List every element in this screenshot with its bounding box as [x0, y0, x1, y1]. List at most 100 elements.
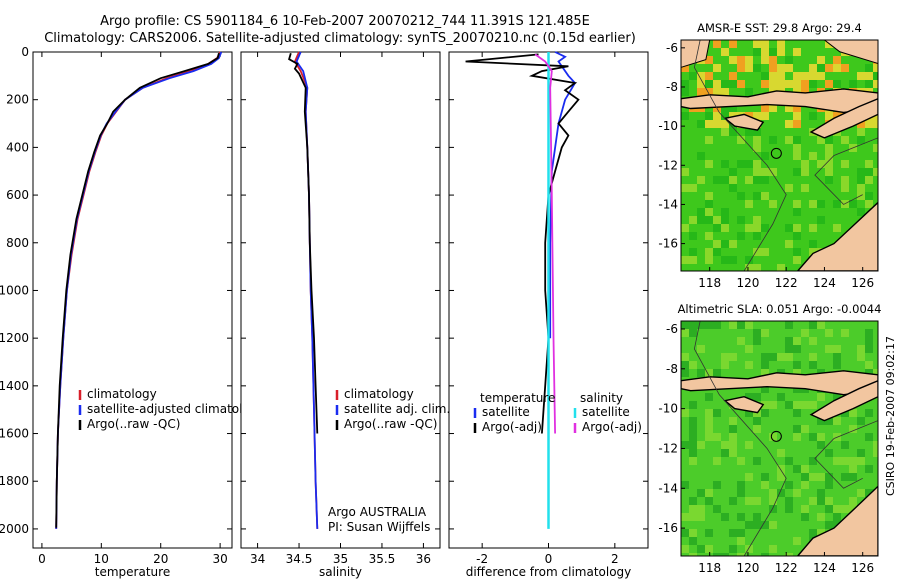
map-cell	[865, 72, 873, 80]
map-cell	[705, 545, 713, 553]
map-cell	[713, 248, 721, 256]
map-cell	[865, 345, 873, 353]
map-cell	[705, 425, 713, 433]
map-cell	[729, 176, 737, 184]
x-tick-label: 20	[153, 552, 168, 566]
map-cell	[825, 152, 833, 160]
map-cell	[825, 417, 833, 425]
map-cell	[769, 104, 777, 112]
map-cell	[729, 80, 737, 88]
map-cell	[681, 441, 689, 449]
map-cell	[689, 425, 697, 433]
map-x-tick-label: 118	[698, 276, 721, 290]
map-cell	[737, 537, 745, 545]
map-y-tick-label: -8	[666, 362, 678, 376]
legend-label: Argo(..raw -QC)	[87, 417, 180, 431]
map-cell	[697, 80, 705, 88]
map-cell	[713, 505, 721, 513]
map-cell	[857, 208, 865, 216]
map-cell	[841, 505, 849, 513]
map-cell	[857, 345, 865, 353]
map-cell	[777, 489, 785, 497]
map-cell	[689, 232, 697, 240]
map-cell	[865, 80, 873, 88]
map-cell	[857, 192, 865, 200]
map-cell	[785, 120, 793, 128]
map-cell	[713, 80, 721, 88]
map-y-tick-label: -12	[658, 158, 678, 172]
map-cell	[705, 256, 713, 264]
x-axis-label: difference from climatology	[466, 565, 632, 579]
land-mass	[681, 370, 878, 396]
map-cell	[705, 393, 713, 401]
map-cell	[833, 200, 841, 208]
map-cell	[817, 417, 825, 425]
map-x-tick-label: 124	[813, 561, 836, 575]
map-cell	[681, 369, 689, 377]
map-cell	[689, 497, 697, 505]
map-cell	[753, 393, 761, 401]
map-cell	[785, 457, 793, 465]
map-cell	[761, 72, 769, 80]
map-cell	[785, 401, 793, 409]
land-mass	[823, 40, 878, 65]
map-cell	[713, 321, 721, 329]
map-cell	[745, 345, 753, 353]
map-cell	[697, 208, 705, 216]
map-cell	[865, 120, 873, 128]
map-cell	[705, 529, 713, 537]
map-cell	[841, 176, 849, 184]
map-cell	[713, 224, 721, 232]
map-cell	[681, 88, 689, 96]
map-cell	[737, 56, 745, 64]
map-frame	[680, 39, 879, 272]
x-axis-label: salinity	[319, 565, 362, 579]
map-cell	[753, 48, 761, 56]
map-cell	[777, 473, 785, 481]
map-cell	[737, 160, 745, 168]
map-cell	[737, 136, 745, 144]
map-cell	[713, 176, 721, 184]
map-cell	[825, 160, 833, 168]
map-cell	[857, 176, 865, 184]
map-cell	[817, 56, 825, 64]
map-cell	[705, 200, 713, 208]
map-cell	[865, 489, 873, 497]
argo-location-marker	[770, 430, 782, 442]
map-cell	[761, 481, 769, 489]
map-cell	[793, 136, 801, 144]
map-cell	[801, 80, 809, 88]
map-cell	[785, 224, 793, 232]
map-cell	[729, 545, 737, 553]
map-cell	[697, 88, 705, 96]
map-cell	[825, 112, 833, 120]
map-cell	[713, 481, 721, 489]
map-cell	[769, 433, 777, 441]
map-cell	[777, 80, 785, 88]
map-cell	[681, 224, 689, 232]
y-tick-label: 800	[6, 236, 29, 250]
map-cell	[753, 128, 761, 136]
map-cell	[793, 80, 801, 88]
map-cell	[689, 433, 697, 441]
map-cell	[793, 401, 801, 409]
map-field	[681, 40, 878, 271]
map-cell	[801, 88, 809, 96]
legend-label: Argo(-adj)	[482, 420, 542, 434]
legend-label: satellite adj. clim.	[344, 402, 450, 416]
map-cell	[769, 545, 777, 553]
map-cell	[865, 409, 873, 417]
map-cell	[761, 176, 769, 184]
map-cell	[809, 473, 817, 481]
map-cell	[777, 465, 785, 473]
y-tick-label: 1000	[0, 283, 29, 297]
map-cell	[705, 417, 713, 425]
map-cell	[809, 152, 817, 160]
map-cell	[745, 88, 753, 96]
map-y-tick-label: -16	[658, 237, 678, 251]
legend-label: satellite-adjusted climatology	[87, 402, 265, 416]
map-cell	[793, 369, 801, 377]
map-cell	[801, 465, 809, 473]
map-cell	[785, 481, 793, 489]
map-cell	[769, 489, 777, 497]
